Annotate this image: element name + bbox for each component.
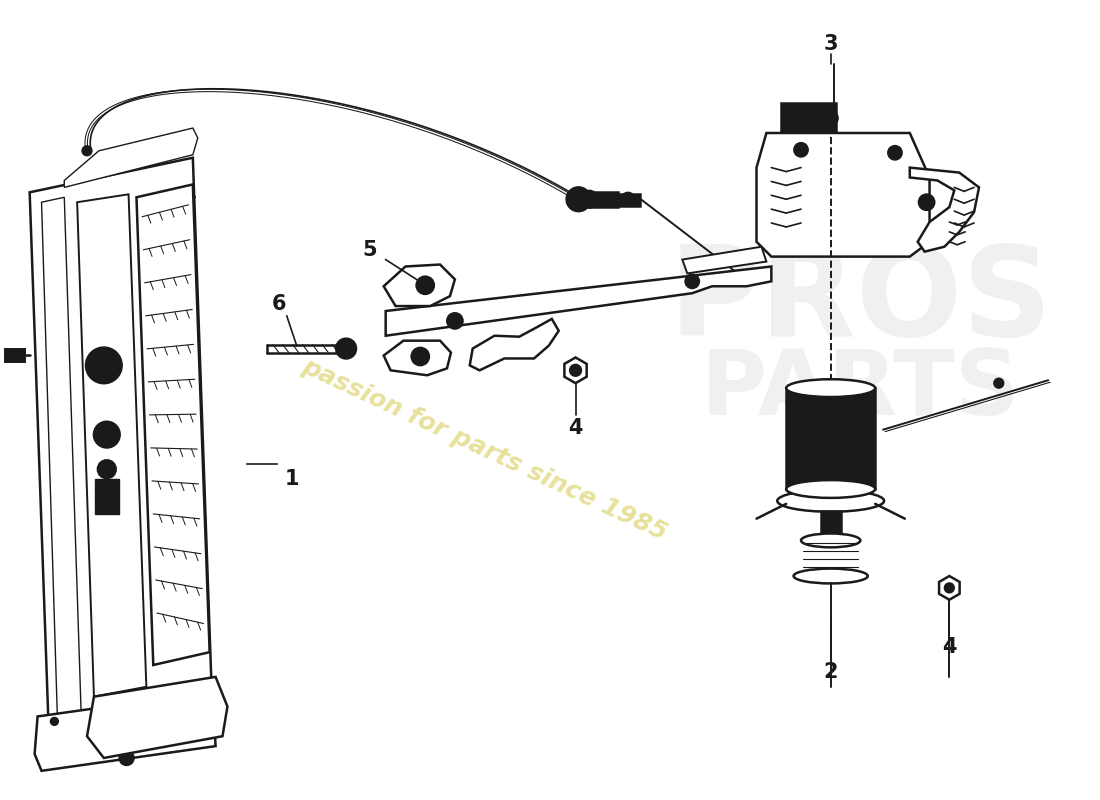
Circle shape	[98, 460, 116, 478]
Polygon shape	[30, 158, 212, 751]
Text: PARTS: PARTS	[701, 346, 1020, 434]
Polygon shape	[77, 194, 146, 697]
Text: 4: 4	[942, 638, 957, 658]
Text: 4: 4	[569, 418, 583, 438]
Ellipse shape	[786, 379, 876, 397]
Text: 2: 2	[824, 662, 838, 682]
Circle shape	[94, 422, 120, 447]
Bar	[618, 194, 640, 206]
Circle shape	[94, 355, 113, 375]
Polygon shape	[42, 198, 81, 717]
Text: PROS: PROS	[669, 241, 1053, 362]
Polygon shape	[384, 341, 451, 375]
Polygon shape	[939, 576, 959, 600]
Bar	[781, 103, 836, 133]
Ellipse shape	[778, 490, 884, 512]
Circle shape	[570, 364, 582, 376]
Text: 6: 6	[272, 294, 286, 314]
Text: 5: 5	[363, 240, 377, 260]
Circle shape	[566, 187, 591, 211]
Bar	[95, 479, 119, 514]
Text: passion for parts since 1985: passion for parts since 1985	[298, 354, 671, 545]
Circle shape	[827, 114, 835, 122]
Polygon shape	[384, 265, 455, 306]
Polygon shape	[34, 692, 216, 771]
Circle shape	[824, 111, 837, 125]
Circle shape	[337, 338, 356, 358]
Ellipse shape	[793, 569, 868, 583]
Circle shape	[86, 347, 122, 383]
Text: 1: 1	[285, 469, 299, 489]
Circle shape	[888, 146, 902, 160]
Text: 3: 3	[824, 34, 838, 54]
Polygon shape	[470, 319, 559, 370]
Circle shape	[993, 378, 1003, 388]
Circle shape	[794, 143, 807, 157]
Circle shape	[621, 192, 635, 206]
Circle shape	[685, 274, 700, 288]
Circle shape	[923, 198, 931, 206]
Circle shape	[416, 276, 434, 294]
Bar	[591, 192, 618, 207]
Polygon shape	[682, 246, 767, 274]
Polygon shape	[564, 358, 586, 383]
Bar	[786, 388, 876, 489]
Circle shape	[945, 583, 955, 593]
Circle shape	[102, 464, 112, 474]
Ellipse shape	[801, 534, 860, 547]
Polygon shape	[64, 128, 198, 187]
Circle shape	[918, 194, 935, 210]
Circle shape	[51, 718, 58, 726]
Polygon shape	[87, 677, 228, 758]
Ellipse shape	[786, 480, 876, 498]
Polygon shape	[910, 168, 979, 252]
Circle shape	[411, 347, 429, 366]
Bar	[821, 510, 840, 541]
Bar	[4, 349, 24, 362]
Circle shape	[82, 146, 92, 156]
Circle shape	[447, 313, 463, 329]
Circle shape	[581, 190, 598, 208]
Circle shape	[120, 751, 133, 765]
Polygon shape	[757, 133, 930, 257]
Polygon shape	[386, 266, 771, 336]
Polygon shape	[136, 185, 210, 665]
